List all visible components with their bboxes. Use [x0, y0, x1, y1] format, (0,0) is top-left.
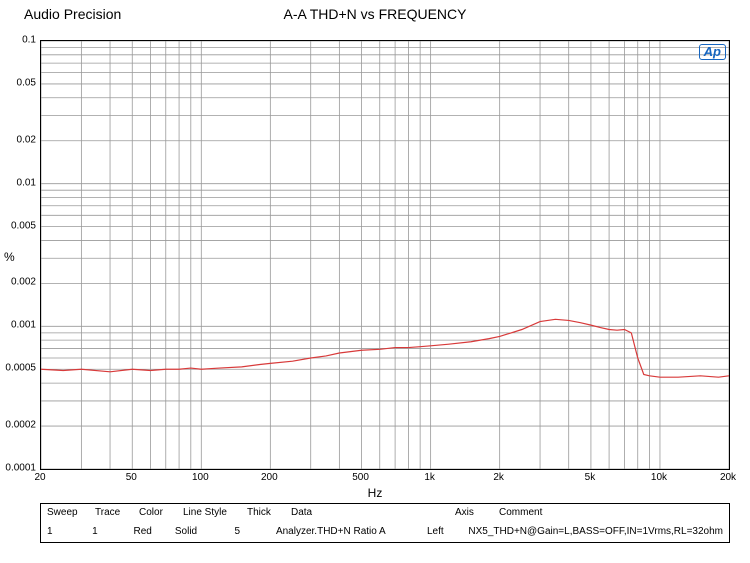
legend-table: Sweep Trace Color Line Style Thick Data … [40, 503, 730, 543]
x-tick: 10k [651, 472, 667, 483]
legend-data-row: 1 1 Red Solid 5 Analyzer.THD+N Ratio A L… [47, 526, 723, 537]
legend-val-style: Solid [175, 526, 221, 537]
y-tick: 0.01 [17, 177, 36, 188]
legend-val-thick: 5 [235, 526, 262, 537]
x-axis-label: Hz [0, 486, 750, 500]
x-tick: 100 [192, 472, 209, 483]
legend-col-trace: Trace [95, 507, 125, 518]
x-tick: 20k [720, 472, 736, 483]
x-tick: 500 [352, 472, 369, 483]
ap-logo: Ap [699, 44, 726, 60]
chart-title: A-A THD+N vs FREQUENCY [0, 6, 750, 22]
legend-val-data: Analyzer.THD+N Ratio A [276, 526, 413, 537]
y-tick: 0.002 [11, 277, 36, 288]
legend-col-color: Color [139, 507, 169, 518]
y-tick: 0.001 [11, 320, 36, 331]
y-tick: 0.005 [11, 220, 36, 231]
legend-val-color: Red [133, 526, 160, 537]
x-tick: 5k [585, 472, 596, 483]
y-tick: 0.0005 [5, 363, 36, 374]
x-tick: 50 [126, 472, 137, 483]
chart-svg [41, 41, 729, 469]
legend-col-axis: Axis [455, 507, 485, 518]
legend-val-trace: 1 [92, 526, 119, 537]
y-tick: 0.0001 [5, 463, 36, 474]
x-tick: 200 [261, 472, 278, 483]
y-tick: 0.1 [22, 35, 36, 46]
y-tick: 0.05 [17, 77, 36, 88]
y-axis-label: % [4, 250, 15, 264]
x-tick: 20 [34, 472, 45, 483]
y-tick: 0.02 [17, 134, 36, 145]
x-tick: 1k [424, 472, 435, 483]
legend-val-axis: Left [427, 526, 454, 537]
legend-val-comment: NX5_THD+N@Gain=L,BASS=OFF,IN=1Vrms,RL=32… [468, 526, 723, 537]
legend-val-sweep: 1 [47, 526, 78, 537]
legend-col-comment: Comment [499, 507, 723, 518]
y-tick: 0.0002 [5, 420, 36, 431]
legend-col-sweep: Sweep [47, 507, 81, 518]
legend-header-row: Sweep Trace Color Line Style Thick Data … [47, 507, 723, 518]
page: Audio Precision A-A THD+N vs FREQUENCY %… [0, 0, 750, 563]
x-tick: 2k [493, 472, 504, 483]
legend-col-thick: Thick [247, 507, 277, 518]
legend-col-data: Data [291, 507, 441, 518]
plot-area [40, 40, 730, 470]
legend-col-style: Line Style [183, 507, 233, 518]
